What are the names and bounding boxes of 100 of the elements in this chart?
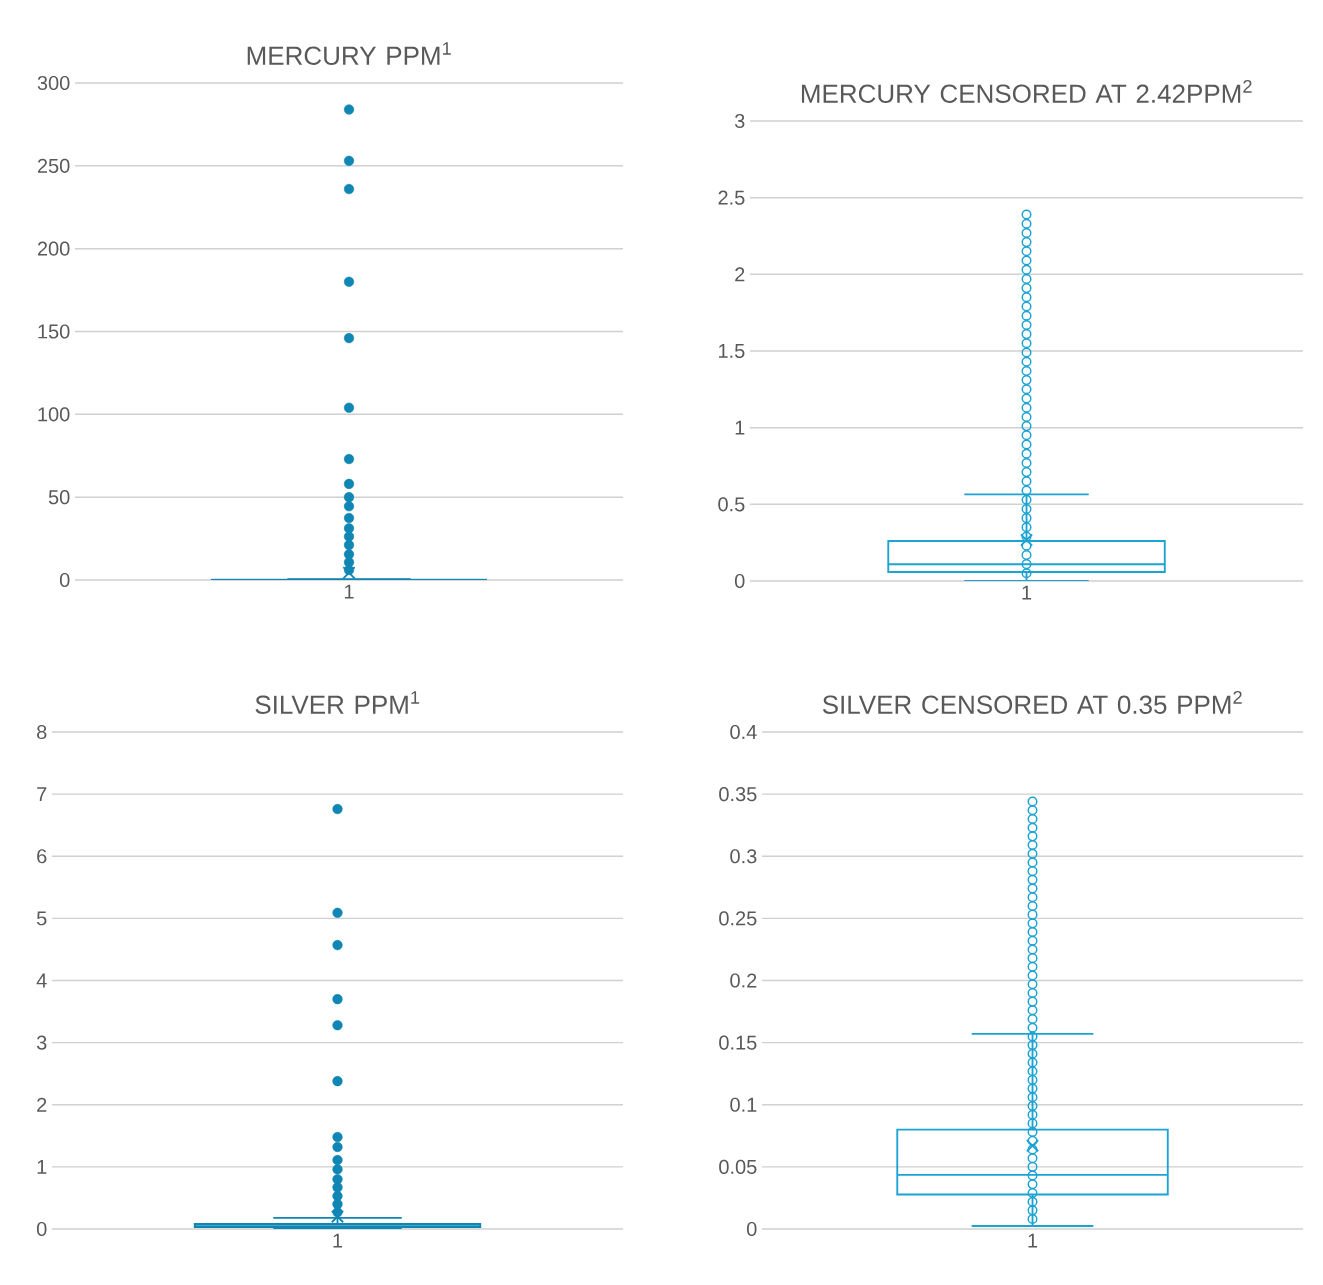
point [1027,1022,1038,1033]
point [1027,1005,1038,1016]
y-tick-label: 50 [48,490,70,505]
y-tick-label: 8 [37,724,47,740]
point [1021,365,1032,376]
y-tick-label: 0.1 [730,1097,757,1112]
y-tick-label: 0 [746,1221,757,1237]
point [1021,273,1032,284]
y-tick-label: 0 [59,572,70,588]
point [1021,522,1032,533]
point [1021,467,1032,478]
y-tick-label: 1 [37,1160,47,1174]
point [1027,996,1038,1007]
point [1027,1048,1038,1059]
point [1027,979,1038,990]
y-tick-label: 200 [37,241,70,256]
point [1027,848,1038,859]
point [1027,892,1038,903]
point [1021,237,1032,248]
y-tick-label: 0 [36,1221,47,1237]
point [1027,927,1038,938]
point [1027,918,1038,929]
point [1027,857,1038,868]
y-tick-label: 100 [38,407,70,422]
point [1021,301,1032,312]
point [1021,338,1032,349]
point [1027,805,1038,816]
y-tick-label: 0.35 [719,787,757,802]
point [1027,883,1038,894]
y-tick-label: 4 [36,973,47,988]
y-tick-label: 7 [37,787,47,802]
point [1027,1161,1038,1172]
y-tick-label: 1 [735,420,745,435]
point [1021,255,1032,266]
chart-title: MERCURY PPM$^{1}$ [247,42,451,65]
point [1021,568,1032,579]
point [1027,1066,1038,1077]
point [1027,1040,1038,1051]
point [1027,1214,1038,1225]
chart-title: SILVER PPM$^{1}$ [255,691,420,714]
point [1021,227,1032,238]
point [1021,430,1032,441]
y-tick-label: 3 [734,113,745,129]
y-tick-label: 1.5 [719,344,745,358]
point [1021,559,1032,570]
point [1027,1196,1038,1207]
point [1021,384,1032,395]
point [1021,421,1032,432]
point [1021,494,1032,505]
point [1027,900,1038,911]
point [1027,831,1038,842]
point [1027,1092,1038,1103]
y-tick-label: 0.2 [730,973,757,988]
y-tick-label: 2 [37,1097,47,1112]
point [1027,866,1038,877]
point [1027,1127,1038,1138]
y-tick-label: 3 [36,1035,47,1050]
point [1021,319,1032,330]
chart-title: SILVER CENSORED AT 0.35 PPM$^{2}$ [822,690,1242,714]
point [1021,448,1032,459]
y-tick-label: 2 [735,267,745,282]
point [1021,457,1032,468]
point [1027,909,1038,920]
point [1021,439,1032,450]
point [1027,944,1038,955]
point [1021,310,1032,321]
y-tick-label: 0.3 [730,849,757,864]
point [1027,874,1038,885]
y-tick-label: 0.5 [718,497,745,512]
point [1027,1083,1038,1094]
point [1027,1135,1038,1146]
y-tick-label: 250 [37,158,70,173]
y-tick-label: 6 [37,849,47,864]
point [1021,549,1032,560]
point [1027,1031,1038,1042]
point [1021,283,1032,294]
point [1021,356,1032,367]
point [1021,347,1032,358]
point [1021,476,1032,487]
y-tick-label: 300 [37,75,70,91]
point [1027,953,1038,964]
y-tick-label: 0.15 [719,1035,757,1050]
point [1027,970,1038,981]
point [1027,1205,1038,1216]
point [1027,822,1038,833]
point [1021,503,1032,514]
y-tick-label: 2.5 [718,190,745,205]
point [1027,1074,1038,1085]
y-tick-label: 150 [38,324,70,339]
y-tick-label: 0.25 [719,911,757,926]
point [1027,1109,1038,1120]
point [1027,1179,1038,1190]
point [1021,513,1032,524]
point [1021,402,1032,413]
y-tick-label: 0.05 [719,1159,757,1174]
point [1021,218,1032,229]
point [1027,1153,1038,1164]
chart-title: MERCURY CENSORED AT 2.42PPM$^{2}$ [801,79,1252,103]
point [1021,411,1032,422]
point [1021,264,1032,275]
